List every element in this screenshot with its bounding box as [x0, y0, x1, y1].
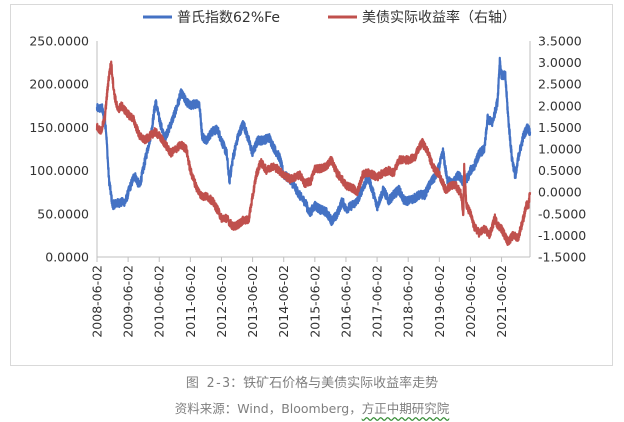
y-left-tick-label: 250.0000	[29, 34, 89, 49]
axes: 250.0000 200.0000 150.0000 100.0000 50.0000 0…	[29, 34, 586, 338]
y-right-tick-label: 3.5000	[538, 34, 582, 49]
series-layer	[95, 56, 532, 246]
chart: 普氏指数62%Fe 美债实际收益率（右轴） 250.0000 200.0000 150…	[29, 9, 586, 338]
x-tick-label: 2010-06-02	[152, 265, 167, 338]
source-org: 方正中期研究院	[361, 401, 450, 416]
x-tick-label: 2017-06-02	[370, 265, 385, 338]
x-tick-label: 2009-06-02	[121, 265, 136, 338]
x-tick-label: 2012-06-02	[214, 265, 229, 338]
legend-label: 美债实际收益率（右轴）	[362, 9, 516, 26]
y-right-tick-label: 3.0000	[538, 55, 582, 70]
y-left-tick-label: 150.0000	[29, 120, 89, 135]
y-right-tick-label: 1.0000	[538, 142, 582, 157]
y-left-tick-label: 200.0000	[29, 77, 89, 92]
y-left-tick-label: 50.0000	[37, 206, 89, 221]
y-left-tick-label: 0.0000	[45, 250, 89, 265]
series-line-platts-index	[95, 56, 532, 227]
y-right-tick-label: 2.0000	[538, 98, 582, 113]
x-tick-label: 2021-06-02	[494, 265, 509, 338]
source-note: 资料来源：Wind，Bloomberg，方正中期研究院	[0, 398, 624, 417]
legend-label: 普氏指数62%Fe	[177, 10, 280, 26]
y-right-tick-label: 0.0000	[538, 185, 582, 200]
series-line-real-yield	[95, 60, 532, 246]
x-tick-label: 2014-06-02	[276, 265, 291, 338]
legend: 普氏指数62%Fe 美债实际收益率（右轴）	[143, 9, 516, 26]
x-tick-label: 2015-06-02	[307, 265, 322, 338]
x-tick-label: 2020-06-02	[463, 265, 478, 338]
x-tick-label: 2008-06-02	[90, 265, 105, 338]
y-right-tick-label: -1.0000	[538, 228, 586, 243]
y-right-tick-label: -0.5000	[538, 206, 586, 221]
figure-caption: 图 2-3：铁矿石价格与美债实际收益率走势	[0, 372, 624, 391]
y-right-tick-label: -1.5000	[538, 250, 586, 265]
y-right-tick-label: 0.5000	[538, 163, 582, 178]
x-tick-label: 2019-06-02	[432, 265, 447, 338]
x-tick-label: 2013-06-02	[245, 265, 260, 338]
x-tick-label: 2011-06-02	[183, 265, 198, 338]
y-left-tick-label: 100.0000	[29, 163, 89, 178]
source-prefix: 资料来源：Wind，Bloomberg，	[174, 401, 362, 416]
figure-label: 图 2-3：	[185, 376, 244, 391]
y-right-tick-label: 1.5000	[538, 120, 582, 135]
x-tick-label: 2016-06-02	[338, 265, 353, 338]
x-tick-label: 2018-06-02	[401, 265, 416, 338]
figure-title: 铁矿石价格与美债实际收益率走势	[243, 376, 439, 391]
y-right-tick-label: 2.5000	[538, 77, 582, 92]
